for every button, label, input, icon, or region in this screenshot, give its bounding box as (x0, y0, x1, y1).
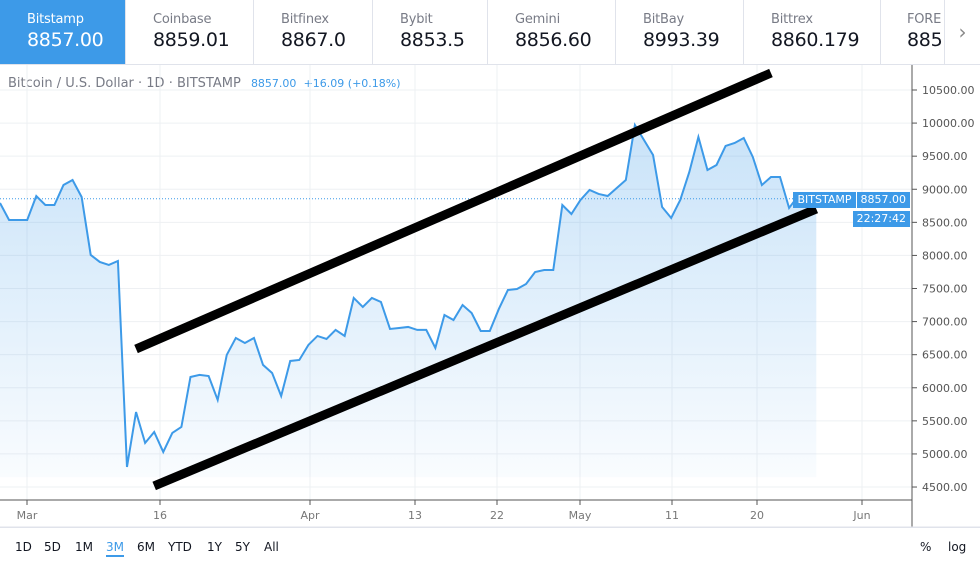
y-tick-label: 6500.00 (922, 349, 968, 362)
trendline-upper (134, 68, 773, 354)
x-tick-label: 16 (153, 509, 167, 522)
price-chart[interactable]: 4500.00 5000.00 5500.00 6000.00 6500.00 7000.… (0, 65, 980, 527)
price-change: +16.09 (+0.18%) (303, 77, 401, 90)
y-tick-label: 5500.00 (922, 415, 968, 428)
x-tick-label: 11 (665, 509, 679, 522)
x-tick-label: May (569, 509, 592, 522)
trendline-lower (152, 204, 819, 491)
x-tick-label: Mar (17, 509, 38, 522)
exchange-name: Bitstamp (27, 12, 84, 27)
range-ytd[interactable]: YTD (168, 540, 192, 554)
exchange-tabs: Bitstamp 8857.00 Coinbase 8859.01 Bitfinex 88… (0, 0, 980, 65)
x-tick-label: Apr (300, 509, 320, 522)
exchange-tab-bitstamp[interactable]: Bitstamp 8857.00 (0, 0, 126, 64)
x-tick-label: Jun (852, 509, 870, 522)
exchange-name: Coinbase (153, 12, 212, 27)
exchange-tab-bybit[interactable]: Bybit 8853.5 (373, 0, 488, 64)
exchange-tab-bitfinex[interactable]: Bitfinex 8867.0 (254, 0, 373, 64)
y-tick-label: 5000.00 (922, 448, 968, 461)
chart-legend: Bitcoin / U.S. Dollar · 1D · BITSTAMP 88… (8, 76, 401, 91)
y-tick-label: 10000.00 (922, 117, 975, 130)
exchange-tab-gemini[interactable]: Gemini 8856.60 (488, 0, 616, 64)
y-tick-label: 7500.00 (922, 283, 968, 296)
range-3m[interactable]: 3M (106, 540, 124, 557)
exchange-price: 8993.39 (643, 29, 720, 51)
y-tick-label: 9500.00 (922, 150, 968, 163)
range-6m[interactable]: 6M (137, 540, 155, 554)
range-toolbar: % log 1D 5D 1M 3M 6M YTD 1Y 5Y All (0, 527, 980, 565)
y-tick-label: 10500.00 (922, 84, 975, 97)
exchange-tab-bittrex[interactable]: Bittrex 8860.179 (744, 0, 881, 64)
y-tick-label: 6000.00 (922, 382, 968, 395)
y-tick-label: 7000.00 (922, 316, 968, 329)
price-area (0, 125, 817, 478)
exchange-tab-bitbay[interactable]: BitBay 8993.39 (616, 0, 744, 64)
price-line (0, 122, 817, 468)
y-tick-label: 4500.00 (922, 481, 968, 494)
y-tick-label: 8500.00 (922, 216, 968, 229)
y-tick-label: 8000.00 (922, 249, 968, 262)
badge-exchange: BITSTAMP (793, 192, 857, 208)
range-1m[interactable]: 1M (75, 540, 93, 554)
exchange-price: 8859.01 (153, 29, 230, 51)
last-price-badge: BITSTAMP 8857.00 (793, 192, 910, 208)
percent-toggle[interactable]: % (920, 540, 932, 554)
exchange-name: Gemini (515, 12, 560, 27)
y-tick-label: 9000.00 (922, 183, 968, 196)
x-tick-label: 20 (750, 509, 764, 522)
bar-countdown: 22:27:42 (852, 211, 910, 227)
x-tick-label: 22 (490, 509, 504, 522)
range-1d[interactable]: 1D (15, 540, 32, 554)
chevron-right-icon[interactable]: › (958, 20, 967, 44)
symbol-title: Bitcoin / U.S. Dollar · 1D · BITSTAMP (8, 76, 241, 91)
exchange-price: 885 (907, 29, 943, 51)
exchange-name: BitBay (643, 12, 685, 27)
range-5d[interactable]: 5D (44, 540, 61, 554)
last-price: 8857.00 (250, 77, 297, 90)
log-toggle[interactable]: log (948, 540, 967, 554)
exchange-name: Bittrex (771, 12, 813, 27)
exchange-price: 8860.179 (771, 29, 860, 51)
exchange-price: 8857.00 (27, 29, 104, 51)
badge-price: 8857.00 (860, 193, 907, 206)
range-all[interactable]: All (264, 540, 279, 554)
exchange-name: Bybit (400, 12, 433, 27)
exchange-name: FORE (907, 12, 942, 27)
exchange-tab-coinbase[interactable]: Coinbase 8859.01 (126, 0, 254, 64)
range-5y[interactable]: 5Y (235, 540, 250, 554)
exchange-price: 8867.0 (281, 29, 346, 51)
x-tick-label: 13 (408, 509, 422, 522)
exchange-name: Bitfinex (281, 12, 329, 27)
exchange-price: 8853.5 (400, 29, 465, 51)
exchange-tab-fore[interactable]: FORE 885 (881, 0, 945, 64)
range-1y[interactable]: 1Y (207, 540, 222, 554)
exchange-price: 8856.60 (515, 29, 592, 51)
